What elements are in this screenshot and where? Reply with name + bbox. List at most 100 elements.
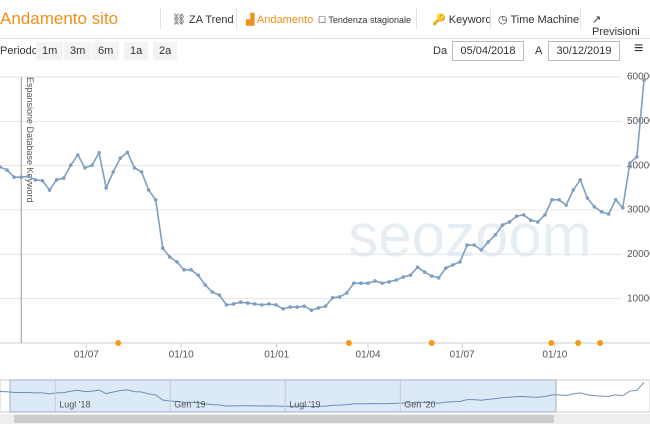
y-tick-label: 50000 [627, 116, 650, 127]
x-tick-label: 01/04 [355, 350, 380, 361]
point [224, 303, 229, 307]
event-marker [345, 340, 352, 346]
tab[interactable]: ⛓ ZA Trend [172, 14, 234, 26]
point [61, 176, 66, 180]
navigator-label: Gen '19 [174, 399, 205, 409]
menu-icon[interactable]: ≡ [634, 40, 644, 57]
period-button[interactable]: 2a [153, 42, 178, 60]
point [592, 205, 597, 209]
point [578, 178, 583, 182]
y-tick-label: 30000 [627, 205, 650, 216]
point [196, 273, 200, 277]
point [104, 186, 108, 190]
point [309, 308, 314, 312]
point [571, 188, 576, 192]
separator [580, 8, 581, 30]
period-button[interactable]: 3m [64, 42, 92, 60]
point [394, 278, 399, 282]
navigator-label: Gen '20 [404, 399, 435, 409]
point [585, 196, 590, 200]
point [507, 220, 512, 224]
point [635, 155, 639, 159]
point [238, 300, 243, 305]
point [613, 198, 618, 202]
to-label: A [535, 45, 543, 57]
period-button[interactable]: 1a [124, 42, 149, 60]
x-tick-label: 01/01 [264, 350, 289, 361]
point [146, 188, 151, 192]
point [422, 270, 427, 274]
tab[interactable]: 🔑 Keyword [432, 14, 492, 26]
point [599, 209, 604, 214]
point [429, 274, 434, 278]
point [267, 302, 271, 306]
point [415, 265, 420, 269]
point [564, 203, 568, 207]
point [444, 266, 448, 270]
point [465, 243, 469, 247]
point [189, 268, 193, 272]
tab[interactable]: ▟ Andamento [246, 14, 314, 26]
controls: Periodo 1m 3m 6m 1a 2a Da 05/04/2018 A 3… [0, 40, 650, 64]
point [252, 302, 257, 306]
point [111, 170, 116, 174]
point [500, 223, 505, 227]
navigator-label: Lugl '18 [59, 399, 90, 409]
point [344, 291, 349, 295]
navigator-window [9, 379, 557, 413]
point [451, 263, 455, 267]
from-input[interactable]: 05/04/2018 [452, 41, 524, 61]
point [203, 283, 208, 287]
scroll-thumb [14, 415, 554, 423]
point [153, 198, 158, 202]
point [12, 175, 16, 179]
point [408, 273, 413, 277]
to-input[interactable]: 30/12/2019 [548, 41, 620, 61]
point [160, 246, 165, 250]
point [5, 168, 9, 172]
point [76, 153, 80, 157]
point [281, 307, 285, 311]
x-tick-label: 01/07 [450, 350, 475, 361]
event-marker [548, 340, 555, 346]
point [380, 281, 384, 285]
period-button[interactable]: 1m [36, 42, 64, 60]
annotation-text: Espansione Database Keyword [25, 77, 35, 203]
series-line [0, 80, 645, 312]
point [132, 166, 137, 170]
point [486, 240, 491, 244]
point [83, 166, 87, 170]
separator [236, 8, 237, 30]
tab-label: Tendenza stagionale [328, 15, 411, 25]
point [168, 255, 172, 259]
point [337, 295, 342, 299]
tab-label: ZA Trend [189, 14, 234, 26]
x-tick-label: 01/10 [169, 350, 194, 361]
scrollbar [0, 414, 650, 424]
period-button[interactable]: 6m [92, 42, 120, 60]
point [0, 165, 2, 169]
watermark: seozoom [348, 202, 591, 269]
point [521, 213, 526, 217]
point [514, 214, 519, 219]
point [620, 205, 625, 210]
point [260, 303, 264, 307]
point [68, 163, 73, 168]
tab[interactable]: ↗ Previsioni [592, 14, 640, 38]
event-marker [597, 340, 604, 346]
checkbox[interactable]: ☐ Tendenza stagionale [318, 15, 411, 25]
point [125, 150, 130, 155]
point [359, 281, 363, 285]
separator [160, 8, 161, 30]
event-marker [428, 340, 435, 346]
point [536, 220, 540, 224]
point [295, 305, 300, 309]
separator [416, 8, 417, 30]
point [472, 243, 476, 247]
point [47, 188, 52, 192]
tab[interactable]: ◷ Time Machine [498, 14, 580, 26]
point [210, 290, 215, 294]
y-tick-label: 10000 [627, 293, 650, 304]
navigator-label: Lugl '19 [289, 399, 320, 409]
